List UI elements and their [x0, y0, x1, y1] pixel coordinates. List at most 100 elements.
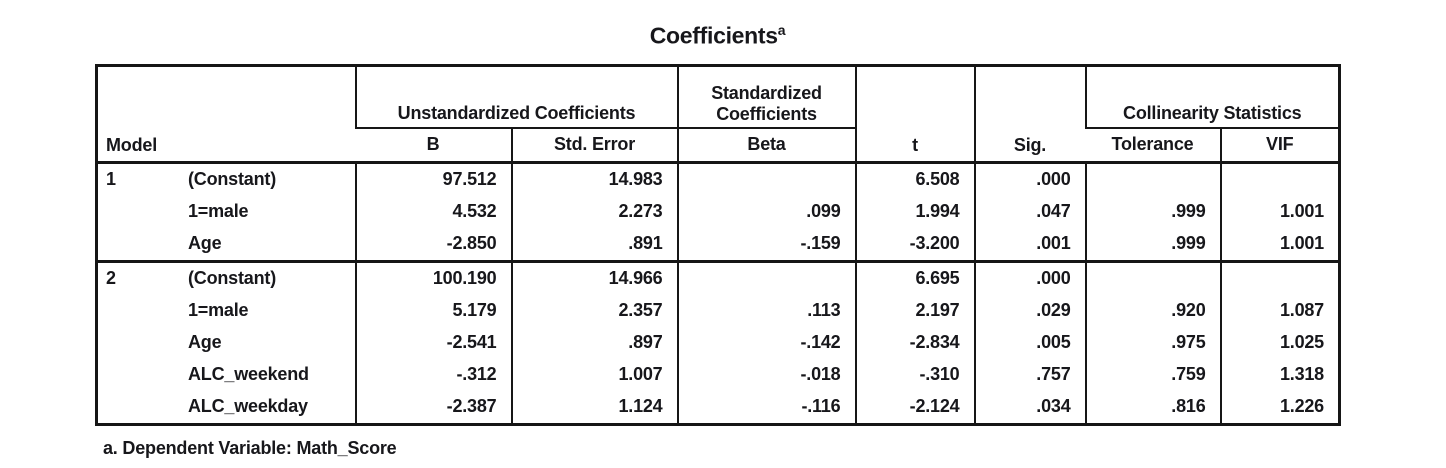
column-header-vif: VIF [1219, 127, 1340, 163]
b-value: 100.190 [354, 259, 512, 295]
beta-value: .099 [676, 195, 856, 228]
beta-value: .113 [676, 294, 856, 327]
std-error-value: .891 [510, 227, 678, 262]
t-value: 6.508 [854, 160, 975, 196]
vif-value: 1.318 [1219, 358, 1340, 391]
column-header-tolerance: Tolerance [1111, 134, 1194, 155]
std-error-value: 14.966 [510, 259, 678, 295]
sig-value: .757 [973, 358, 1086, 391]
table-row: 2 (Constant) 100.190 14.966 6.695 .000 [96, 259, 1340, 295]
table-row: 1 (Constant) 97.512 14.983 6.508 .000 [96, 160, 1340, 196]
beta-value: -.116 [676, 390, 856, 425]
column-header-model: Model [106, 134, 157, 155]
std-error-value: 1.124 [510, 390, 678, 425]
model-predictor-cell: 2 (Constant) [96, 259, 356, 295]
title-superscript: a [777, 22, 786, 38]
t-value: -2.124 [854, 390, 975, 425]
vif-value [1219, 259, 1340, 295]
model-number: 1 [106, 169, 116, 190]
predictor-label: ALC_weekend [188, 364, 309, 385]
column-group-collinearity: Collinearity Statistics [1084, 65, 1340, 129]
tolerance-value: .759 [1084, 358, 1221, 391]
column-header-b: B [426, 134, 440, 155]
coefficients-table: Model Unstandardized Coefficients Standa… [95, 63, 1341, 426]
predictor-label: Age [188, 332, 222, 353]
predictor-label: (Constant) [188, 169, 276, 190]
vif-value [1219, 160, 1340, 196]
t-value: -2.834 [854, 326, 975, 359]
sig-value: .000 [973, 160, 1086, 196]
table-footnote: a. Dependent Variable: Math_Score [103, 437, 397, 458]
column-header-std-error: Std. Error [510, 127, 678, 163]
beta-value [676, 259, 856, 295]
tolerance-value: .999 [1084, 195, 1221, 228]
b-value: 97.512 [354, 160, 512, 196]
sig-value: .034 [973, 390, 1086, 425]
header-row-groups: Model Unstandardized Coefficients Standa… [97, 65, 1340, 163]
beta-value: -.159 [676, 227, 856, 262]
b-value: 5.179 [354, 294, 512, 327]
model-number: 2 [106, 268, 116, 289]
vif-value: 1.226 [1219, 390, 1340, 425]
t-value: 2.197 [854, 294, 975, 327]
model-predictor-cell: Age [97, 228, 356, 262]
sig-value: .005 [973, 326, 1086, 359]
sig-value: .000 [973, 259, 1086, 295]
model-predictor-cell: 1=male [97, 295, 356, 327]
model-predictor-cell: ALC_weekday [97, 391, 356, 425]
header-row-subcolumns: B Std. Error Beta Tolerance VIF [97, 127, 1340, 163]
t-value: -.310 [854, 358, 975, 391]
predictor-label: (Constant) [188, 268, 276, 289]
std-error-value: 2.357 [510, 294, 678, 327]
std-error-value: 2.273 [510, 195, 678, 228]
std-error-value: 1.007 [510, 358, 678, 391]
tolerance-value [1084, 259, 1221, 295]
b-value: -.312 [354, 358, 512, 391]
table-title: Coefficientsa [95, 22, 1340, 50]
table-body: 1 (Constant) 97.512 14.983 6.508 .000 1=m… [96, 160, 1340, 425]
std-error-value: .897 [510, 326, 678, 359]
beta-value [676, 160, 856, 196]
t-value: 1.994 [854, 195, 975, 228]
vif-value: 1.025 [1219, 326, 1340, 359]
tolerance-value: .975 [1084, 326, 1221, 359]
b-value: -2.541 [354, 326, 512, 359]
tolerance-value: .999 [1084, 227, 1221, 262]
std-error-value: 14.983 [510, 160, 678, 196]
sig-value: .029 [973, 294, 1086, 327]
table-row: 1=male 4.532 2.273 .099 1.994 .047 .999 … [97, 195, 1340, 228]
model-predictor-cell: Age [97, 327, 356, 359]
b-value: 4.532 [354, 195, 512, 228]
model-predictor-cell: 1 (Constant) [96, 160, 356, 196]
table-row: 1=male 5.179 2.357 .113 2.197 .029 .920 … [97, 294, 1340, 327]
b-value: -2.387 [354, 390, 512, 425]
vif-value: 1.001 [1219, 227, 1340, 262]
tolerance-value [1084, 160, 1221, 196]
column-header-sig: Sig. [973, 65, 1086, 163]
tolerance-value: .816 [1084, 390, 1221, 425]
vif-value: 1.001 [1219, 195, 1340, 228]
table-row: Age -2.541 .897 -.142 -2.834 .005 .975 1… [97, 326, 1340, 359]
b-value: -2.850 [354, 227, 512, 262]
beta-value: -.018 [676, 358, 856, 391]
column-header-beta: Beta [676, 127, 856, 163]
predictor-label: 1=male [188, 300, 249, 321]
table-row: ALC_weekday -2.387 1.124 -.116 -2.124 .0… [97, 390, 1340, 425]
predictor-label: ALC_weekday [188, 396, 308, 417]
model-predictor-cell: ALC_weekend [97, 359, 356, 391]
table-title-text: Coefficients [649, 22, 778, 49]
vif-value: 1.087 [1219, 294, 1340, 327]
column-header-t: t [854, 65, 975, 163]
table-header: Model Unstandardized Coefficients Standa… [97, 65, 1340, 163]
column-group-unstandardized: Unstandardized Coefficients [354, 65, 678, 129]
predictor-label: 1=male [188, 201, 249, 222]
beta-value: -.142 [676, 326, 856, 359]
predictor-label: Age [188, 233, 222, 254]
t-value: 6.695 [854, 259, 975, 295]
column-group-standardized: Standardized Coefficients [676, 65, 856, 129]
tolerance-value: .920 [1084, 294, 1221, 327]
sig-value: .047 [973, 195, 1086, 228]
model-predictor-cell: 1=male [97, 196, 356, 228]
table-row: ALC_weekend -.312 1.007 -.018 -.310 .757… [97, 358, 1340, 391]
